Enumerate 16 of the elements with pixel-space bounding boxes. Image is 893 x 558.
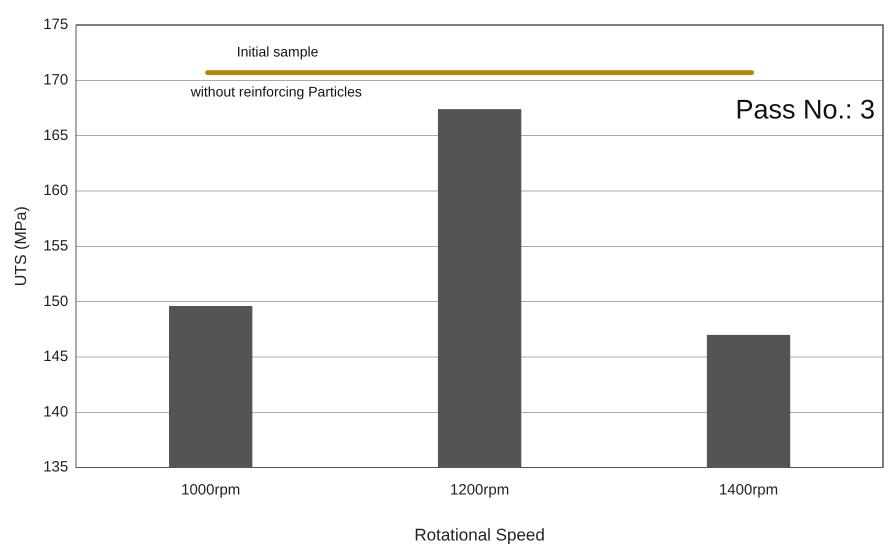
y-tick-label: 175 — [43, 16, 68, 34]
y-tick-label: 165 — [43, 126, 68, 144]
y-tick-label: 150 — [43, 292, 68, 310]
x-axis-title: Rotational Speed — [414, 525, 545, 544]
y-tick-label: 170 — [43, 71, 68, 88]
y-tick-label: 135 — [43, 458, 68, 476]
annotation: Pass No.: 3 — [735, 94, 875, 124]
x-tick-label: 1400rpm — [718, 482, 778, 499]
y-tick-label: 140 — [43, 403, 68, 420]
text: Initial sample without reinforcing Particles — [190, 43, 362, 100]
y-tick-label: 145 — [43, 348, 68, 366]
y-tick-label: 155 — [43, 237, 68, 254]
x-tick-label: 1000rpm — [181, 482, 240, 499]
y-axis-title: UTS (MPa) — [13, 206, 30, 286]
y-tick-label: 160 — [43, 182, 68, 200]
x-tick-label: 1200rpm — [450, 482, 510, 499]
